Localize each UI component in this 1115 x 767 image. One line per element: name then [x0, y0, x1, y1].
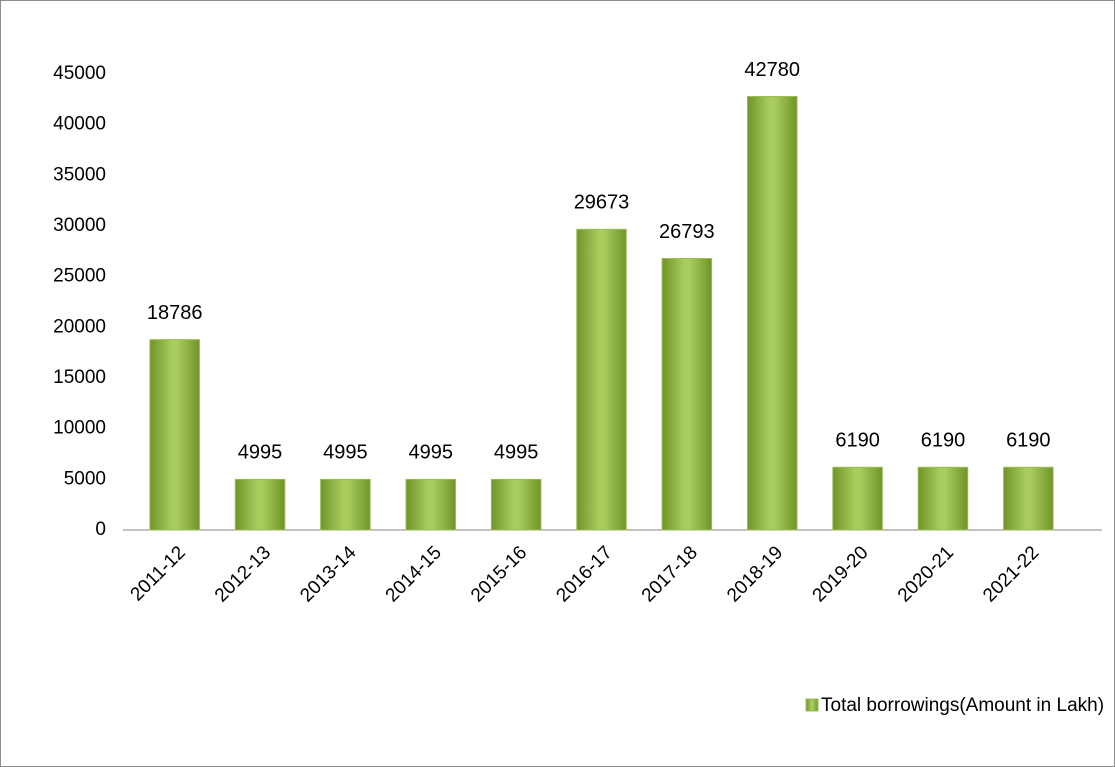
bar — [832, 466, 883, 531]
bar — [405, 478, 457, 531]
data-label: 4995 — [494, 442, 539, 464]
bar — [149, 339, 200, 531]
bar — [746, 95, 798, 531]
y-tick-label: 25000 — [53, 266, 106, 287]
bar — [234, 478, 286, 531]
y-tick-label: 40000 — [53, 114, 106, 135]
bar — [917, 466, 969, 531]
y-tick-label: 20000 — [53, 316, 106, 337]
legend-swatch — [805, 698, 819, 712]
data-label: 18786 — [147, 302, 203, 324]
data-label: 26793 — [659, 221, 715, 243]
bar — [576, 228, 627, 531]
y-tick-label: 10000 — [53, 418, 106, 439]
data-label: 4995 — [323, 442, 368, 464]
bar — [661, 257, 713, 531]
y-tick-label: 0 — [95, 519, 106, 540]
y-tick-label: 15000 — [53, 367, 106, 388]
legend-label: Total borrowings(Amount in Lakh) — [821, 695, 1104, 716]
data-label: 29673 — [574, 192, 630, 214]
data-label: 6190 — [921, 430, 966, 452]
y-tick-label: 30000 — [53, 215, 106, 236]
data-label: 6190 — [835, 430, 880, 452]
y-tick-label: 45000 — [53, 63, 106, 84]
y-tick-label: 5000 — [64, 468, 106, 489]
bar — [320, 478, 371, 531]
data-label: 4995 — [409, 442, 454, 464]
data-label: 4995 — [238, 442, 283, 464]
bar — [1003, 466, 1054, 531]
bar — [490, 478, 542, 531]
data-label: 42780 — [744, 59, 800, 81]
y-tick-label: 35000 — [53, 164, 106, 185]
data-label: 6190 — [1006, 430, 1051, 452]
